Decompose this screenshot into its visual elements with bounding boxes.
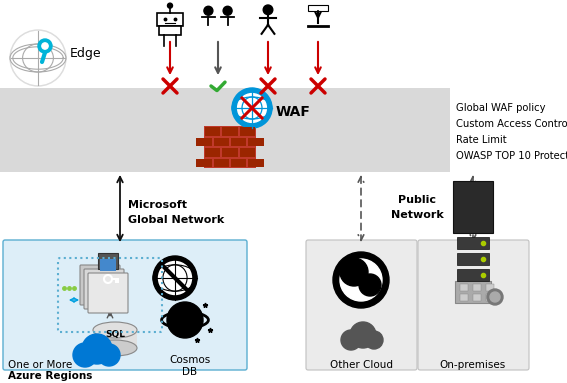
Circle shape — [159, 262, 192, 295]
Bar — [214, 159, 229, 167]
Circle shape — [73, 343, 97, 367]
Circle shape — [365, 331, 383, 349]
Ellipse shape — [93, 340, 137, 356]
Circle shape — [490, 292, 500, 302]
Circle shape — [263, 5, 273, 15]
Bar — [100, 259, 116, 271]
Text: Rate Limit: Rate Limit — [456, 135, 507, 145]
Text: OWASP TOP 10 Protection: OWASP TOP 10 Protection — [456, 151, 567, 161]
Circle shape — [340, 259, 382, 301]
Text: SQL: SQL — [105, 331, 125, 339]
Bar — [457, 269, 489, 281]
Bar — [205, 148, 221, 157]
Bar — [159, 26, 181, 35]
Text: Global WAF policy: Global WAF policy — [456, 103, 545, 113]
Circle shape — [238, 93, 266, 123]
Bar — [455, 281, 491, 303]
Bar — [222, 127, 238, 136]
Bar — [93, 330, 137, 348]
Circle shape — [42, 43, 48, 49]
Text: One or More: One or More — [8, 360, 72, 370]
Text: Custom Access Control: Custom Access Control — [456, 119, 567, 129]
Circle shape — [340, 258, 368, 286]
Bar — [248, 159, 264, 167]
Bar — [196, 137, 211, 146]
Bar — [308, 5, 328, 11]
Ellipse shape — [93, 322, 137, 338]
Bar — [473, 294, 481, 301]
Circle shape — [350, 322, 376, 348]
Circle shape — [98, 344, 120, 366]
Text: Edge: Edge — [70, 47, 101, 61]
Circle shape — [204, 6, 213, 15]
Circle shape — [38, 39, 52, 53]
Bar — [248, 137, 264, 146]
Bar — [486, 284, 494, 291]
Text: Cosmos
DB: Cosmos DB — [170, 355, 210, 376]
Bar — [460, 284, 468, 291]
Text: Public: Public — [398, 195, 436, 205]
Bar — [98, 253, 118, 269]
Circle shape — [341, 330, 361, 350]
Circle shape — [11, 31, 65, 85]
Bar — [231, 159, 246, 167]
Text: WAF: WAF — [276, 105, 311, 119]
FancyBboxPatch shape — [306, 240, 417, 370]
Text: On-premises: On-premises — [440, 360, 506, 370]
Bar — [204, 126, 256, 168]
Bar — [205, 127, 221, 136]
Circle shape — [487, 289, 503, 305]
Bar — [157, 13, 183, 26]
Bar — [196, 159, 211, 167]
FancyBboxPatch shape — [88, 273, 128, 313]
Text: Network: Network — [391, 210, 443, 220]
Bar — [0, 88, 450, 172]
Text: Global Network: Global Network — [128, 215, 225, 225]
FancyBboxPatch shape — [418, 240, 529, 370]
Circle shape — [153, 256, 197, 300]
FancyBboxPatch shape — [80, 265, 120, 305]
Bar — [240, 148, 255, 157]
FancyBboxPatch shape — [3, 240, 247, 370]
Bar — [457, 237, 489, 249]
Bar — [457, 253, 489, 265]
Circle shape — [333, 252, 389, 308]
Circle shape — [223, 6, 232, 15]
Bar — [460, 294, 468, 301]
Bar — [240, 127, 255, 136]
Text: Other Cloud: Other Cloud — [329, 360, 392, 370]
Bar — [486, 294, 494, 301]
Bar — [473, 284, 481, 291]
Circle shape — [167, 3, 172, 8]
Circle shape — [82, 334, 112, 364]
Circle shape — [167, 302, 203, 338]
Circle shape — [10, 30, 66, 86]
Bar — [222, 148, 238, 157]
Bar — [231, 137, 246, 146]
Bar — [214, 137, 229, 146]
Text: Azure Regions: Azure Regions — [8, 371, 92, 381]
FancyBboxPatch shape — [84, 269, 124, 309]
Circle shape — [359, 274, 381, 296]
Bar — [453, 181, 493, 233]
Text: Microsoft: Microsoft — [128, 200, 187, 210]
Circle shape — [232, 88, 272, 128]
